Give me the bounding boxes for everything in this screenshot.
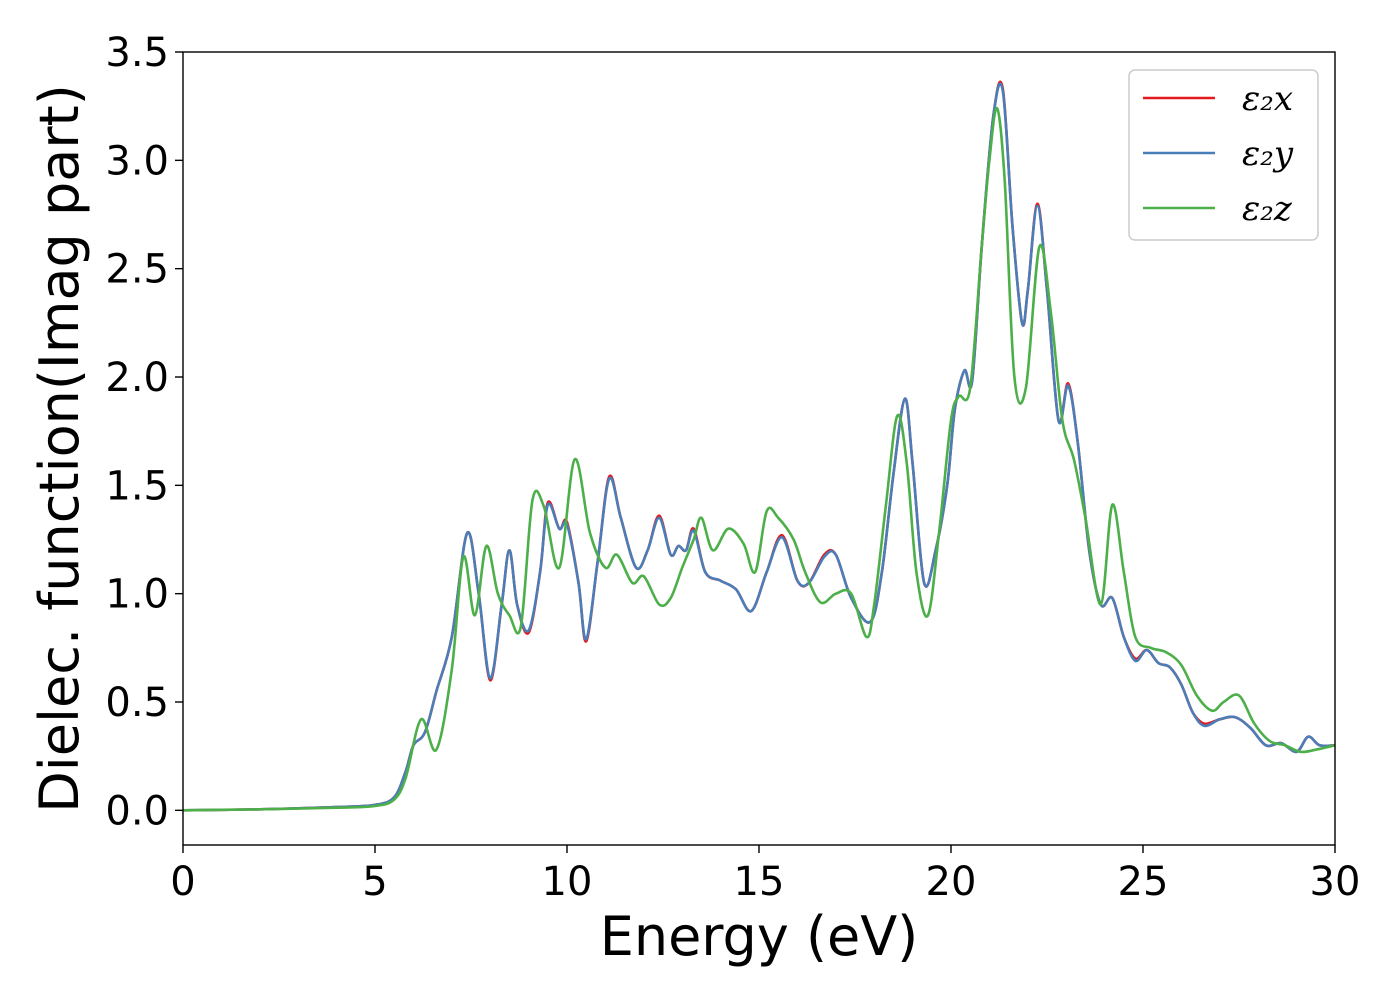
x-axis-title: Energy (eV)	[600, 905, 919, 968]
y-tick-label: 0.5	[105, 680, 169, 726]
x-tick-label: 20	[926, 859, 977, 905]
x-tick-label: 5	[362, 859, 387, 905]
y-axis-ticks: 0.0 0.5 1.0 1.5 2.0 2.5 3.0 3.5	[105, 30, 183, 834]
y-tick-label: 3.0	[105, 138, 169, 184]
legend-label: ε₂z	[1242, 189, 1293, 229]
y-tick-label: 2.5	[105, 247, 169, 293]
y-tick-label: 3.5	[105, 30, 169, 76]
y-tick-label: 1.5	[105, 463, 169, 509]
legend: ε₂x ε₂y ε₂z	[1128, 69, 1319, 241]
y-axis-title: Dielec. function(Imag part)	[28, 84, 91, 813]
x-tick-label: 0	[170, 859, 195, 905]
series-layer	[183, 80, 1335, 812]
legend-item-y: ε₂y	[1143, 134, 1294, 174]
legend-item-z: ε₂z	[1143, 189, 1293, 229]
x-tick-label: 10	[542, 859, 593, 905]
x-axis-ticks: 0 5 10 15 20 25 30	[170, 845, 1360, 905]
y-tick-label: 0.0	[105, 788, 169, 834]
x-tick-label: 30	[1310, 859, 1361, 905]
series-line-y-line	[183, 82, 1335, 812]
legend-label: ε₂y	[1242, 134, 1294, 174]
legend-items: ε₂x ε₂y ε₂z	[1143, 79, 1294, 229]
legend-label: ε₂x	[1242, 79, 1293, 119]
legend-item-x: ε₂x	[1143, 79, 1293, 119]
legend-box	[1128, 69, 1319, 241]
x-tick-label: 15	[734, 859, 785, 905]
y-tick-label: 1.0	[105, 572, 169, 618]
x-tick-label: 25	[1118, 859, 1169, 905]
y-tick-label: 2.0	[105, 355, 169, 401]
series-line-z-line	[183, 106, 1335, 812]
